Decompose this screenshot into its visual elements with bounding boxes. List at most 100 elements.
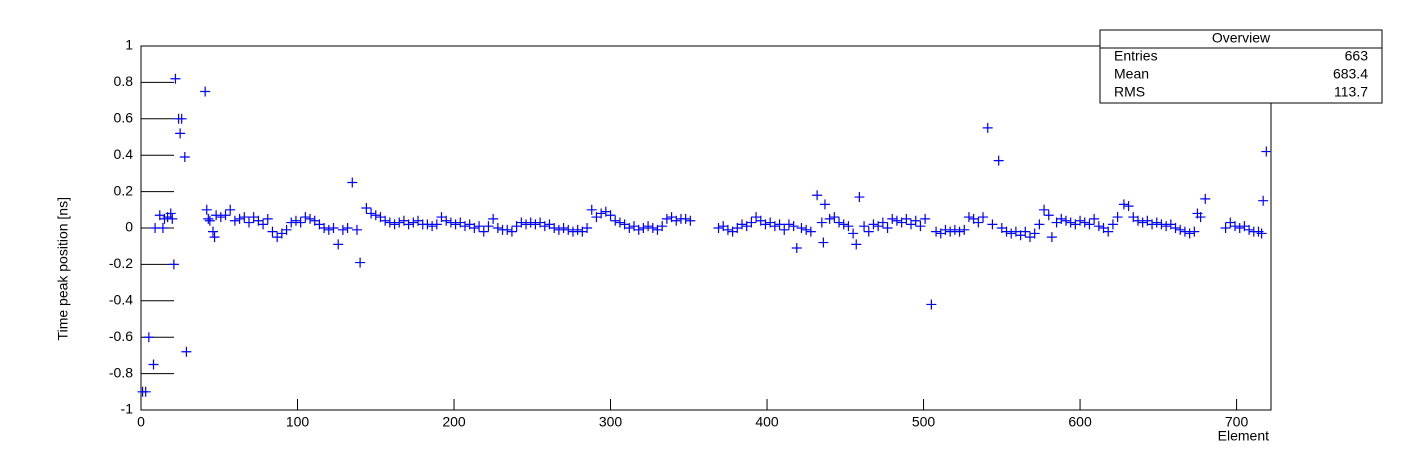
marker bbox=[1200, 193, 1211, 204]
marker bbox=[882, 223, 893, 233]
marker bbox=[1261, 146, 1272, 157]
marker bbox=[801, 224, 812, 235]
marker bbox=[945, 226, 956, 237]
x-tick-label: 300 bbox=[599, 414, 623, 430]
marker bbox=[661, 213, 672, 224]
marker bbox=[181, 346, 192, 357]
stats-key: Entries bbox=[1114, 48, 1158, 64]
marker bbox=[165, 208, 176, 219]
marker bbox=[295, 217, 306, 228]
marker bbox=[596, 208, 607, 219]
marker bbox=[779, 224, 790, 235]
y-tick-label: 0.2 bbox=[114, 182, 134, 198]
marker bbox=[910, 215, 921, 226]
marker bbox=[1079, 217, 1090, 228]
marker bbox=[1179, 226, 1190, 237]
y-tick-label: -0.4 bbox=[109, 292, 133, 308]
marker bbox=[722, 224, 733, 235]
marker bbox=[403, 219, 414, 230]
marker bbox=[963, 212, 974, 223]
marker bbox=[1230, 221, 1240, 232]
marker bbox=[394, 217, 405, 228]
marker bbox=[633, 224, 644, 235]
marker bbox=[954, 226, 965, 237]
marker bbox=[143, 332, 154, 343]
marker bbox=[647, 223, 658, 233]
x-tick-label: 100 bbox=[286, 414, 310, 430]
marker bbox=[323, 224, 334, 235]
marker bbox=[582, 223, 593, 233]
marker bbox=[1151, 217, 1162, 228]
marker bbox=[610, 215, 621, 226]
marker bbox=[234, 213, 245, 224]
marker bbox=[959, 224, 970, 235]
marker bbox=[868, 219, 879, 230]
marker bbox=[408, 217, 419, 228]
marker bbox=[819, 199, 830, 210]
marker bbox=[281, 224, 292, 235]
marker bbox=[783, 219, 794, 230]
marker bbox=[949, 224, 960, 235]
marker bbox=[1084, 219, 1095, 230]
marker bbox=[1075, 215, 1086, 226]
x-tick-label: 500 bbox=[912, 414, 936, 430]
marker bbox=[563, 224, 574, 235]
marker bbox=[1001, 226, 1012, 237]
marker bbox=[229, 215, 240, 226]
marker bbox=[175, 128, 186, 139]
marker bbox=[931, 226, 942, 237]
marker bbox=[176, 113, 187, 124]
marker bbox=[1161, 221, 1172, 232]
marker bbox=[713, 223, 724, 233]
marker bbox=[978, 212, 989, 223]
marker bbox=[851, 239, 862, 250]
marker bbox=[920, 213, 931, 224]
y-tick-label: -0.8 bbox=[109, 364, 133, 380]
marker bbox=[926, 299, 937, 310]
marker bbox=[319, 223, 330, 233]
marker bbox=[168, 259, 179, 270]
marker bbox=[671, 215, 682, 226]
marker bbox=[685, 215, 696, 226]
marker bbox=[901, 213, 912, 224]
marker bbox=[342, 223, 353, 233]
stats-title: Overview bbox=[1212, 30, 1271, 46]
marker bbox=[204, 215, 215, 226]
marker bbox=[816, 217, 827, 228]
marker bbox=[200, 86, 211, 97]
marker bbox=[657, 221, 668, 232]
marker bbox=[506, 226, 517, 237]
marker bbox=[1093, 221, 1104, 232]
marker bbox=[1123, 201, 1134, 212]
y-tick-label: -0.6 bbox=[109, 328, 133, 344]
marker bbox=[982, 122, 993, 133]
marker bbox=[384, 217, 395, 228]
marker bbox=[1112, 212, 1123, 223]
marker bbox=[940, 224, 951, 235]
marker bbox=[549, 223, 560, 233]
stats-key: Mean bbox=[1114, 66, 1149, 82]
marker bbox=[1137, 217, 1148, 228]
y-tick-label: 0.8 bbox=[114, 73, 134, 89]
marker bbox=[567, 226, 578, 237]
marker bbox=[225, 204, 236, 215]
marker bbox=[211, 210, 222, 221]
marker bbox=[891, 215, 902, 226]
marker bbox=[877, 217, 888, 228]
marker bbox=[834, 217, 845, 228]
marker bbox=[483, 221, 494, 232]
marker bbox=[474, 221, 485, 232]
marker bbox=[838, 219, 849, 230]
marker bbox=[1132, 215, 1143, 226]
marker bbox=[347, 177, 358, 188]
y-tick-label: -1 bbox=[121, 401, 134, 417]
marker bbox=[351, 224, 362, 235]
marker bbox=[614, 217, 625, 228]
stats-value: 663 bbox=[1345, 48, 1369, 64]
marker bbox=[305, 213, 316, 224]
marker bbox=[1020, 226, 1031, 237]
marker bbox=[1256, 228, 1267, 239]
marker bbox=[854, 192, 865, 203]
marker bbox=[389, 219, 400, 230]
marker bbox=[337, 224, 348, 235]
